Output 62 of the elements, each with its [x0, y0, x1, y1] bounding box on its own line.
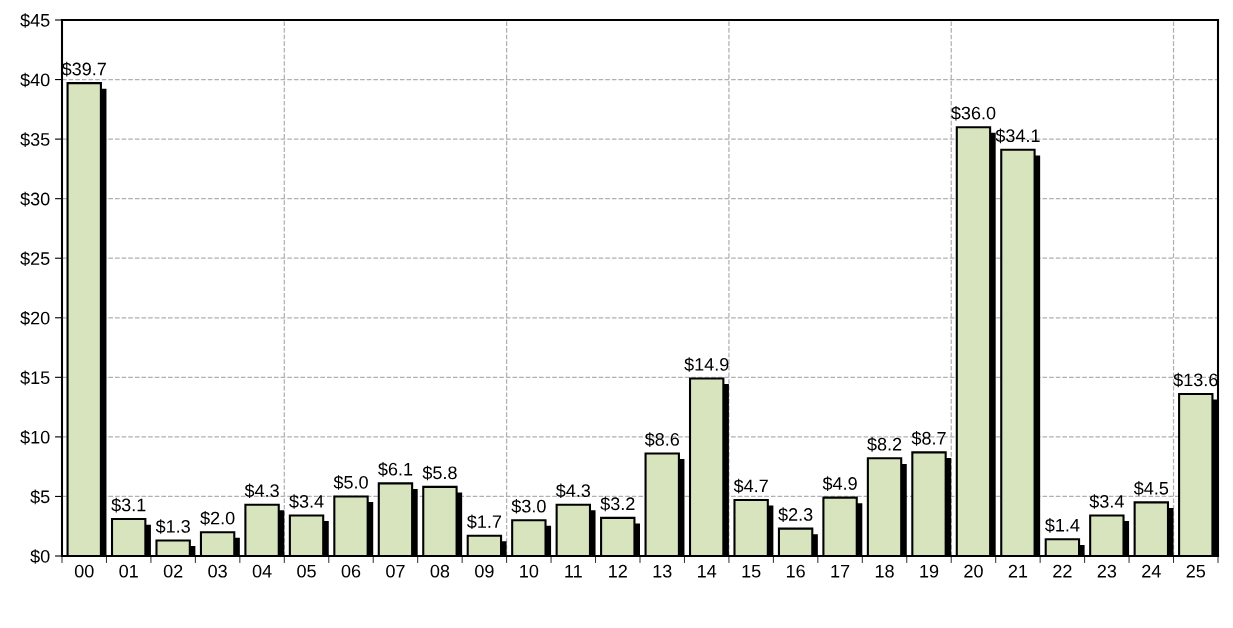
- data-label: $3.1: [111, 497, 146, 513]
- x-tick-label: 21: [1008, 564, 1028, 578]
- x-tick-label: 00: [74, 564, 94, 578]
- data-label: $13.6: [1173, 372, 1218, 388]
- data-label: $4.3: [555, 483, 591, 499]
- x-tick-label: 10: [520, 564, 539, 578]
- y-tick-label: $5: [30, 489, 50, 505]
- data-label: $1.3: [155, 519, 190, 534]
- data-label: $3.2: [600, 496, 635, 512]
- x-tick-label: 22: [1053, 564, 1072, 578]
- x-tick-label: 13: [653, 564, 672, 578]
- x-tick-label: 02: [163, 564, 183, 578]
- x-tick-label: 19: [920, 564, 939, 578]
- data-label: $2.0: [200, 510, 235, 526]
- x-tick-label: 20: [964, 564, 983, 578]
- data-label: $3.4: [289, 494, 324, 509]
- x-tick-label: 09: [475, 564, 494, 578]
- x-tick-label: 04: [252, 564, 272, 578]
- data-label: $36.0: [951, 105, 996, 121]
- y-tick-label: $45: [20, 13, 50, 28]
- data-label: $8.6: [644, 432, 680, 447]
- data-label: $4.7: [733, 478, 768, 494]
- data-label: $4.3: [244, 483, 279, 499]
- x-tick-label: 06: [341, 564, 361, 578]
- data-label: $5.8: [422, 465, 457, 481]
- x-tick-label: 23: [1097, 564, 1117, 578]
- data-label: $1.7: [467, 514, 502, 530]
- x-tick-label: 01: [119, 564, 138, 578]
- y-tick-label: $10: [20, 430, 50, 445]
- x-tick-label: 05: [297, 564, 316, 578]
- x-tick-label: 17: [831, 565, 850, 578]
- y-tick-label: $35: [20, 132, 50, 147]
- data-label: $4.5: [1133, 481, 1169, 496]
- data-label: $34.1: [995, 128, 1040, 144]
- data-label: $8.2: [867, 437, 902, 452]
- data-label: $1.4: [1045, 518, 1080, 533]
- x-tick-label: 03: [208, 564, 227, 578]
- x-tick-label: 11: [565, 565, 582, 578]
- data-label: $2.3: [778, 507, 813, 522]
- x-tick-label: 08: [430, 564, 450, 578]
- data-label: $5.0: [333, 475, 368, 490]
- data-label: $39.7: [61, 61, 106, 77]
- data-label: $3.4: [1089, 494, 1124, 509]
- x-tick-label: 12: [609, 564, 627, 578]
- x-tick-label: 14: [698, 565, 717, 578]
- y-tick-label: $25: [20, 251, 50, 267]
- x-tick-label: 15: [742, 565, 761, 578]
- data-label: $14.9: [684, 357, 729, 372]
- data-label: $4.9: [822, 476, 857, 491]
- y-tick-label: $20: [20, 310, 50, 326]
- data-label: $3.0: [511, 498, 546, 514]
- y-tick-label: $40: [20, 72, 50, 88]
- x-tick-label: 07: [386, 564, 405, 578]
- y-tick-label: $15: [20, 370, 50, 386]
- data-label: $8.7: [911, 431, 946, 446]
- data-label: $6.1: [378, 462, 413, 477]
- y-tick-label: $30: [20, 191, 50, 207]
- x-tick-label: 25: [1186, 564, 1206, 578]
- x-tick-label: 24: [1142, 564, 1161, 578]
- y-tick-label: $0: [30, 549, 50, 564]
- x-tick-label: 16: [786, 564, 805, 578]
- x-tick-label: 18: [875, 564, 894, 578]
